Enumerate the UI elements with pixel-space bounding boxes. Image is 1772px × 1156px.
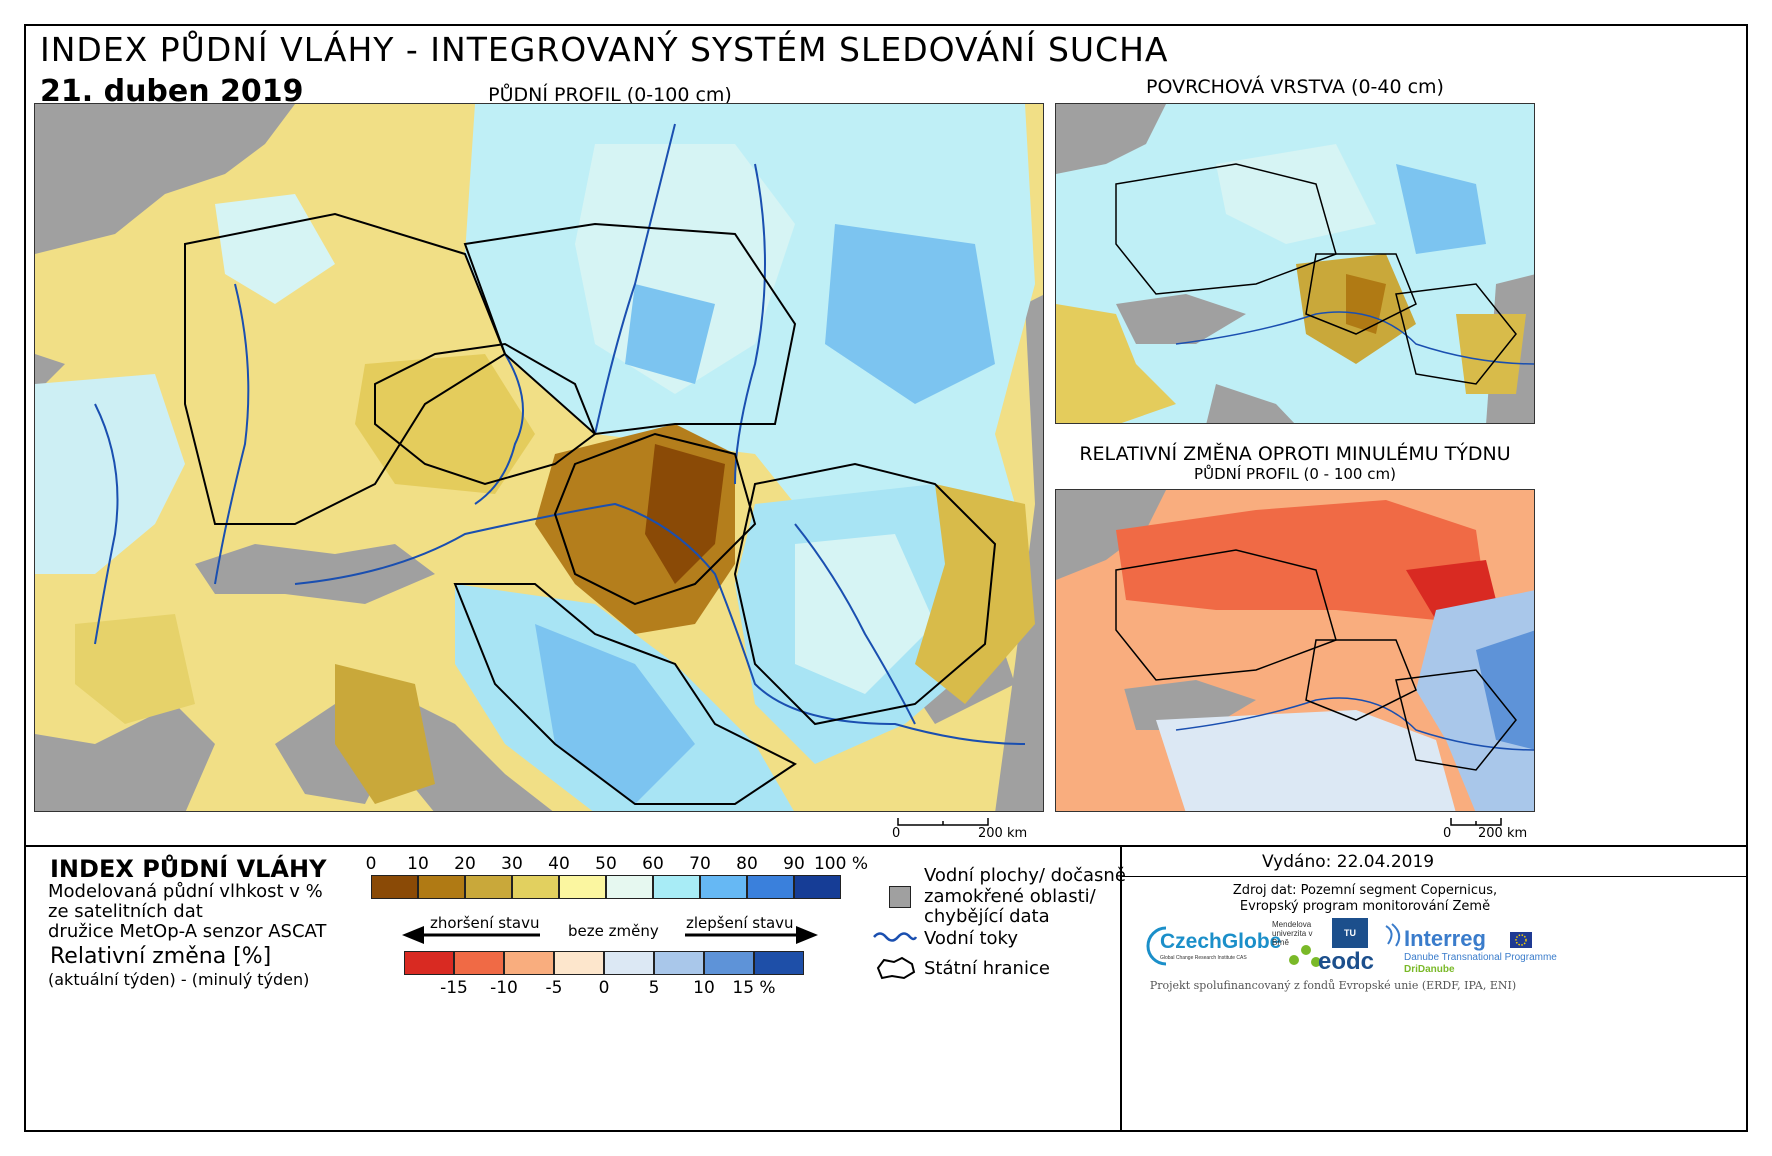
change-scale-swatch	[504, 951, 554, 975]
page-title: INDEX PŮDNÍ VLÁHY - INTEGROVANÝ SYSTÉM S…	[40, 30, 1169, 69]
tu-wien-logo: TU WIEN	[1332, 918, 1368, 968]
czechglobe-logo: CzechGlobe Global Change Research Instit…	[1146, 922, 1286, 973]
info-separator	[1120, 845, 1122, 1132]
index-ticks-label: 50	[595, 854, 617, 874]
czechglobe-logo-mark	[1146, 926, 1167, 966]
legend-index-desc-1: Modelovaná půdní vlhkost v %	[48, 881, 323, 902]
legend-change-desc: (aktuální týden) - (minulý týden)	[48, 970, 310, 989]
index-scale-swatch	[794, 875, 841, 899]
legend-index-desc-3: družice MetOp-A senzor ASCAT	[48, 921, 327, 942]
legend-change-title: Relativní změna [%]	[50, 944, 272, 969]
index-ticks-label: 80	[736, 854, 758, 874]
index-ticks-label: 0	[365, 854, 377, 874]
eu-flag-icon	[1510, 932, 1532, 953]
interreg-sub: Danube Transnational Programme	[1404, 952, 1557, 963]
water-swatch	[889, 886, 911, 908]
change-arrows	[402, 926, 818, 944]
main-map-label: PŮDNÍ PROFIL (0-100 cm)	[488, 84, 732, 106]
change-scale-bar	[1450, 818, 1502, 826]
change-ticks-label: 5	[648, 978, 660, 998]
change-ticks-label: -10	[490, 978, 518, 998]
change-scale-end: 200 km	[1478, 826, 1528, 841]
mendel-logo: Mendelova univerzita v Brně	[1272, 920, 1313, 947]
change-scale-zero: 0	[1443, 826, 1452, 841]
change-ticks-label: -5	[545, 978, 563, 998]
worse-label: zhoršení stavu	[430, 914, 540, 932]
index-ticks-label: 40	[548, 854, 570, 874]
interreg-name: Interreg	[1404, 926, 1486, 951]
dridanube-name: DriDanube	[1404, 964, 1455, 975]
main-scale-zero: 0	[892, 826, 901, 841]
index-scale-swatch	[559, 875, 606, 899]
index-ticks-label: 100 %	[813, 854, 869, 874]
change-map-label: RELATIVNÍ ZMĚNA OPROTI MINULÉMU TÝDNU	[1079, 443, 1511, 465]
surface-layer-map	[1055, 103, 1535, 424]
index-scale-swatch	[371, 875, 418, 899]
index-ticks-label: 20	[454, 854, 476, 874]
change-ticks-label: 10	[693, 978, 715, 998]
change-ticks-label: 0	[598, 978, 610, 998]
index-ticks-label: 30	[501, 854, 523, 874]
water-label-line-1: Vodní plochy/ dočasně	[924, 865, 1126, 886]
index-scale-swatch	[418, 875, 465, 899]
source-line-1: Zdroj dat: Pozemní segment Copernicus,	[1232, 883, 1498, 898]
surface-map-label: POVRCHOVÁ VRSTVA (0-40 cm)	[1146, 76, 1444, 98]
issued-separator	[1120, 876, 1748, 877]
mendel-dots	[1288, 942, 1324, 973]
change-scale-swatch	[704, 951, 754, 975]
change-scale-swatch	[454, 951, 504, 975]
main-map-graphic	[35, 104, 1043, 811]
relative-change-map	[1055, 489, 1535, 812]
main-soil-moisture-map	[34, 103, 1044, 812]
index-scale-swatch	[512, 875, 559, 899]
index-scale-swatch	[606, 875, 653, 899]
main-scale-bar	[897, 818, 989, 826]
index-scale-swatch	[465, 875, 512, 899]
index-scale-swatch	[653, 875, 700, 899]
change-ticks-label: 15 %	[732, 978, 776, 998]
change-scale-swatch	[404, 951, 454, 975]
index-scale-swatch	[700, 875, 747, 899]
better-label: zlepšení stavu	[686, 914, 794, 932]
interreg-mark	[1385, 923, 1401, 947]
water-label-line-2: zamokřené oblasti/	[924, 886, 1096, 907]
change-scale-swatch	[654, 951, 704, 975]
eodc-logo: eodc	[1318, 948, 1375, 975]
index-scale-swatch	[747, 875, 794, 899]
rivers-label: Vodní toky	[924, 928, 1018, 949]
main-scale-end: 200 km	[978, 826, 1028, 841]
issued-date: Vydáno: 22.04.2019	[1262, 852, 1435, 872]
border-legend-icon	[876, 956, 916, 980]
river-legend-icon	[873, 932, 918, 942]
legend-index-title: INDEX PŮDNÍ VLÁHY	[50, 855, 327, 883]
legend-separator	[24, 845, 1748, 847]
funding-note: Projekt spolufinancovaný z fondů Evropsk…	[1149, 979, 1517, 992]
source-line-2: Evropský program monitorování Země	[1239, 899, 1491, 914]
legend-index-desc-2: ze satelitních dat	[48, 901, 203, 922]
change-map-sublabel: PŮDNÍ PROFIL (0 - 100 cm)	[1194, 465, 1396, 483]
czechglobe-sub: Global Change Research Institute CAS	[1160, 955, 1247, 961]
czechglobe-name: CzechGlobe	[1160, 930, 1282, 953]
index-ticks-label: 70	[689, 854, 711, 874]
same-label: beze změny	[568, 922, 659, 940]
index-ticks-label: 90	[783, 854, 805, 874]
change-scale-swatch	[604, 951, 654, 975]
change-map-graphic	[1056, 490, 1534, 811]
index-ticks-label: 60	[642, 854, 664, 874]
water-label-line-3: chybějící data	[924, 906, 1050, 927]
interreg-logo: Interreg Danube Transnational Programme …	[1382, 922, 1557, 975]
surface-map-graphic	[1056, 104, 1534, 423]
change-ticks-label: -15	[440, 978, 468, 998]
borders-label: Státní hranice	[924, 958, 1050, 979]
index-ticks-label: 10	[407, 854, 429, 874]
map-frame	[24, 24, 1748, 1132]
change-scale-swatch	[754, 951, 804, 975]
change-scale-swatch	[554, 951, 604, 975]
